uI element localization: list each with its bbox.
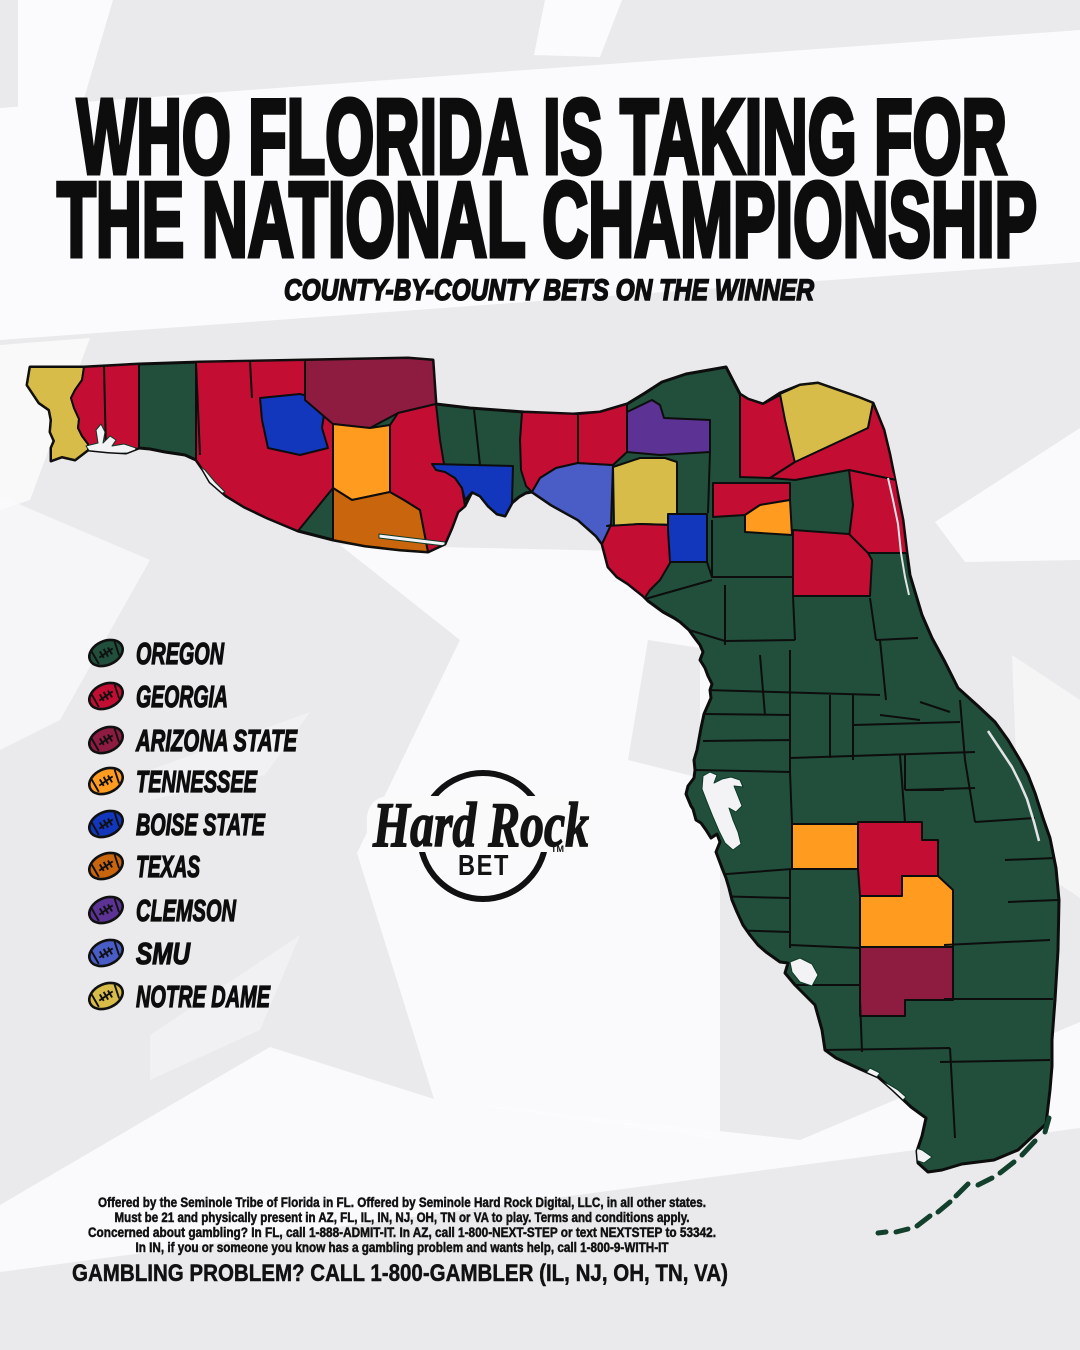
svg-text:NOTRE DAME: NOTRE DAME bbox=[136, 979, 271, 1014]
svg-text:GAMBLING PROBLEM? CALL 1-800-G: GAMBLING PROBLEM? CALL 1-800-GAMBLER (IL… bbox=[72, 1260, 728, 1287]
svg-text:BET: BET bbox=[458, 850, 510, 882]
svg-text:OREGON: OREGON bbox=[136, 636, 224, 671]
svg-text:Hard Rock: Hard Rock bbox=[372, 789, 589, 860]
svg-text:Concerned about gambling? In F: Concerned about gambling? In FL, call 1-… bbox=[88, 1225, 716, 1240]
svg-text:Offered by the Seminole Tribe: Offered by the Seminole Tribe of Florida… bbox=[98, 1195, 706, 1210]
svg-text:THE NATIONAL CHAMPIONSHIP: THE NATIONAL CHAMPIONSHIP bbox=[57, 161, 1037, 279]
svg-text:COUNTY-BY-COUNTY BETS ON THE W: COUNTY-BY-COUNTY BETS ON THE WINNER bbox=[284, 274, 814, 307]
svg-text:BOISE STATE: BOISE STATE bbox=[136, 807, 266, 842]
svg-text:In IN, if you or someone you k: In IN, if you or someone you know has a … bbox=[136, 1240, 670, 1255]
svg-text:TENNESSEE: TENNESSEE bbox=[136, 764, 258, 799]
svg-text:WHO FLORIDA IS TAKING FOR: WHO FLORIDA IS TAKING FOR bbox=[77, 78, 1007, 196]
svg-text:TM: TM bbox=[551, 844, 564, 854]
svg-text:ARIZONA STATE: ARIZONA STATE bbox=[135, 723, 298, 758]
svg-text:CLEMSON: CLEMSON bbox=[136, 893, 236, 928]
svg-text:TEXAS: TEXAS bbox=[136, 849, 200, 884]
svg-text:SMU: SMU bbox=[136, 936, 191, 971]
svg-text:GEORGIA: GEORGIA bbox=[136, 679, 228, 714]
svg-text:Must be 21 and physically pres: Must be 21 and physically present in AZ,… bbox=[115, 1210, 690, 1225]
